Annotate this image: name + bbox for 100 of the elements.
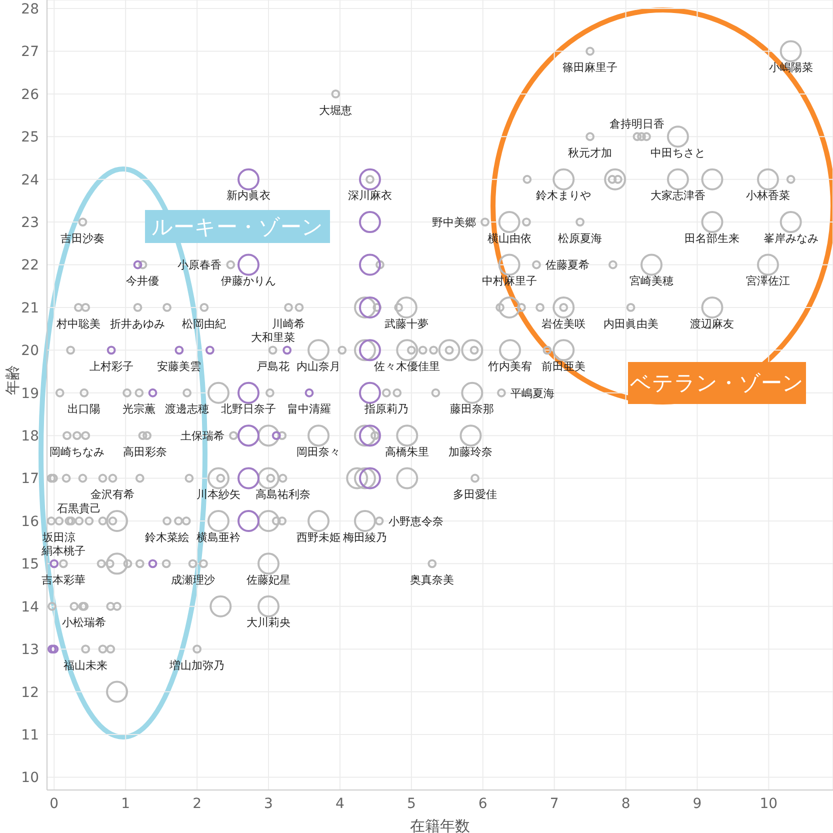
- annotation: 坂田涼: [42, 530, 76, 544]
- annotation: 金沢有希: [90, 488, 135, 502]
- annotation: 佐藤妃星: [246, 573, 291, 586]
- annotation: 岡崎ちなみ: [50, 445, 105, 458]
- annotation: 松原夏海: [558, 232, 602, 245]
- y-tick-label: 21: [21, 300, 39, 316]
- x-axis-title: 在籍年数: [410, 817, 470, 833]
- x-tick-label: 9: [692, 796, 702, 812]
- annotation: 高田彩奈: [122, 445, 167, 458]
- annotation: 吉本彩華: [41, 573, 86, 586]
- annotation: 今井優: [126, 274, 160, 288]
- annotation: 藤田奈那: [450, 402, 494, 416]
- y-tick-label: 28: [21, 2, 39, 18]
- annotation: 伊藤かりん: [221, 274, 276, 288]
- annotation: 増山加弥乃: [168, 658, 225, 672]
- annotation: 岡田奈々: [296, 445, 341, 458]
- annotation: 峯岸みなみ: [763, 232, 818, 245]
- annotation: 川崎希: [272, 317, 306, 330]
- annotation: 高橋朱里: [385, 445, 430, 458]
- annotation: 出口陽: [68, 402, 101, 416]
- annotation: 小林香菜: [746, 189, 790, 202]
- annotation: 村中聡美: [55, 317, 100, 330]
- y-tick-label: 17: [21, 471, 39, 488]
- annotation: 上村彩子: [89, 360, 134, 373]
- annotation: 絹本桃子: [40, 544, 86, 558]
- y-tick-label: 20: [21, 343, 39, 360]
- y-tick-label: 10: [21, 770, 39, 786]
- annotation: 鈴木まりや: [536, 189, 592, 202]
- annotation: 渡邊志穂: [165, 402, 210, 416]
- annotation: 小松瑞希: [62, 616, 106, 630]
- annotation: 吉田沙奏: [60, 232, 105, 245]
- annotation: 北野日奈子: [221, 402, 276, 416]
- annotation: 中田ちさと: [650, 146, 706, 160]
- annotation: 大堀恵: [319, 104, 352, 117]
- y-tick-label: 26: [21, 86, 40, 103]
- annotation: 篠田麻里子: [562, 61, 618, 74]
- x-tick-label: 1: [121, 796, 130, 812]
- annotation: 土保瑞希: [180, 429, 224, 442]
- annotation: 内山奈月: [296, 360, 341, 373]
- annotation: 横島亜衿: [196, 530, 240, 544]
- y-tick-label: 23: [21, 215, 39, 232]
- annotation: 倉持明日香: [610, 118, 665, 131]
- x-tick-label: 2: [192, 796, 202, 812]
- y-tick-label: 12: [21, 684, 39, 701]
- annotation: ベテラン・ゾーン: [628, 362, 806, 404]
- annotation: 野中美郷: [432, 216, 476, 229]
- annotation: 佐藤夏希: [545, 258, 590, 272]
- x-tick-label: 4: [336, 796, 345, 812]
- annotation: 竹内美宥: [488, 360, 532, 373]
- annotation: 大家志津香: [650, 189, 706, 202]
- annotation: 小野恵令奈: [388, 514, 444, 528]
- annotation: 奥真奈美: [410, 573, 454, 586]
- x-tick-label: 8: [621, 796, 630, 812]
- annotation: 鈴木菜絵: [145, 530, 190, 544]
- annotation: 宮崎美穂: [630, 274, 674, 288]
- y-tick-label: 16: [21, 514, 40, 530]
- annotation: 小原春香: [178, 258, 222, 272]
- annotation: 川本紗矢: [196, 488, 240, 502]
- annotation: 福山未来: [64, 658, 108, 672]
- x-tick-label: 7: [550, 796, 559, 812]
- annotation: 秋元才加: [568, 146, 612, 160]
- x-tick-label: 0: [50, 796, 59, 812]
- y-tick-label: 14: [21, 599, 40, 616]
- annotation: 佐々木優佳里: [374, 360, 440, 373]
- annotation: 平嶋夏海: [510, 386, 554, 400]
- annotation: 安藤美雲: [157, 360, 202, 373]
- annotation: 光宗薫: [122, 402, 156, 416]
- y-tick-label: 18: [21, 428, 39, 445]
- y-tick-label: 19: [21, 386, 39, 402]
- y-tick-label: 25: [21, 130, 39, 146]
- annotation: 加藤玲奈: [448, 445, 493, 458]
- x-tick-label: 6: [478, 796, 488, 812]
- annotation: 指原莉乃: [363, 402, 408, 416]
- x-tick-label: 5: [406, 796, 416, 812]
- y-tick-label: 27: [21, 44, 39, 60]
- y-tick-label: 24: [21, 172, 40, 188]
- annotation: 渡辺麻友: [690, 317, 734, 330]
- annotation: 梅田綾乃: [342, 530, 387, 544]
- annotation: 折井あゆみ: [110, 317, 166, 330]
- annotation: 松岡由紀: [182, 317, 226, 330]
- annotation: 西野未姫: [296, 530, 341, 544]
- x-tick-label: 10: [760, 796, 778, 812]
- annotation: 大川莉央: [246, 616, 291, 630]
- annotation: 深川麻衣: [348, 189, 392, 202]
- annotation: 新内眞衣: [226, 189, 270, 202]
- annotation: 多田愛佳: [453, 488, 498, 502]
- annotation: 石黒貴己: [57, 502, 102, 515]
- annotation: 武藤十夢: [384, 317, 428, 330]
- annotation: 高島祐利奈: [255, 488, 310, 502]
- annotation: 成瀬理沙: [170, 573, 215, 586]
- annotation: ルーキー・ゾーン: [145, 210, 330, 243]
- annotation: 宮澤佐江: [746, 274, 790, 288]
- y-tick-label: 15: [21, 556, 39, 573]
- y-tick-label: 11: [21, 727, 39, 744]
- annotation: 岩佐美咲: [542, 317, 586, 330]
- annotation: 内田眞由美: [603, 317, 658, 330]
- x-tick-label: 3: [264, 796, 273, 812]
- y-tick-label: 22: [21, 258, 39, 274]
- y-axis-title: 年齢: [3, 365, 22, 395]
- annotation: 畠中清羅: [287, 402, 332, 416]
